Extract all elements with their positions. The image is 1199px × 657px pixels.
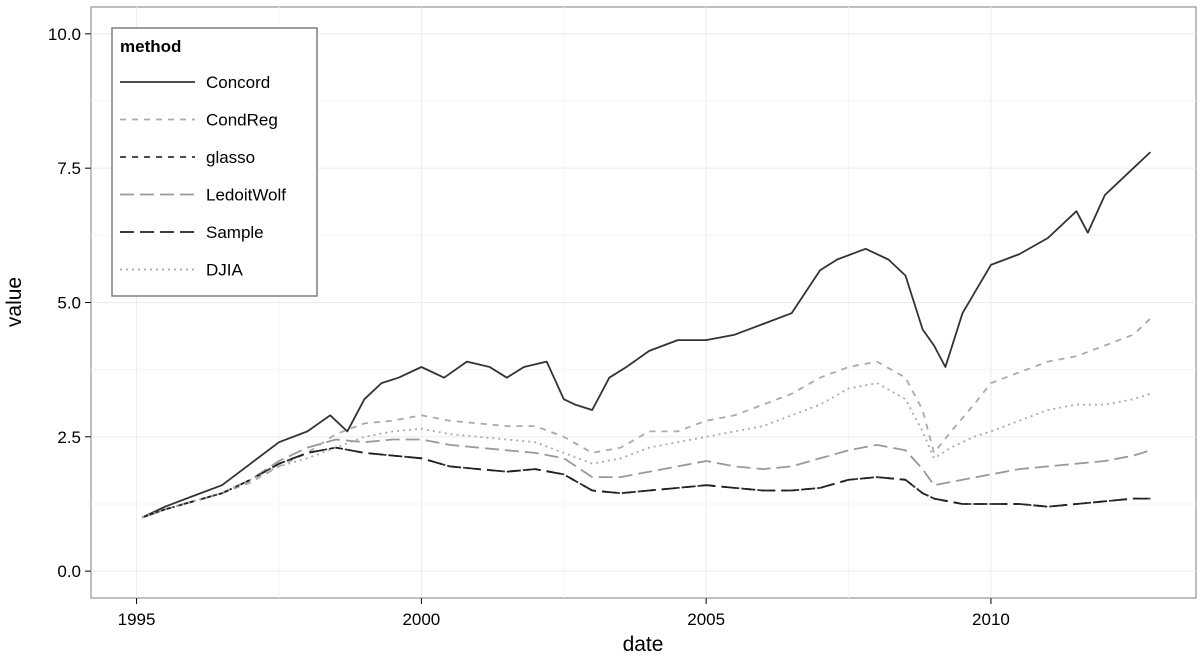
x-axis-title: date <box>623 633 664 656</box>
series-concord-line <box>141 151 1152 519</box>
legend-label-ledoitwolf: LedoitWolf <box>206 186 286 205</box>
legend-label-condreg: CondReg <box>206 111 278 130</box>
y-axis: 0.0 2.5 5.0 7.5 10.0 <box>48 25 91 581</box>
series-layer <box>141 151 1152 519</box>
x-axis: 1995 2000 2005 2010 <box>118 598 1010 629</box>
y-tick-label: 5.0 <box>57 294 81 313</box>
y-axis-title: value <box>3 277 26 327</box>
y-tick-label: 7.5 <box>57 159 81 178</box>
legend-label-glasso: glasso <box>206 148 255 167</box>
y-tick-label: 2.5 <box>57 428 81 447</box>
series-sample-line <box>142 446 1151 519</box>
legend-title: method <box>120 37 181 56</box>
x-tick-label: 2000 <box>402 610 440 629</box>
y-tick-label: 10.0 <box>48 25 81 44</box>
series-djia-line <box>142 382 1151 519</box>
series-ledoitwolf-line <box>142 438 1151 519</box>
y-tick-label: 0.0 <box>57 562 81 581</box>
x-tick-label: 2005 <box>687 610 725 629</box>
series-condreg-line <box>142 317 1152 519</box>
legend-label-sample: Sample <box>206 223 264 242</box>
x-tick-label: 1995 <box>118 610 156 629</box>
legend-label-concord: Concord <box>206 73 270 92</box>
x-tick-label: 2010 <box>972 610 1010 629</box>
legend: method Concord CondReg glasso LedoitWolf Sam… <box>111 27 318 297</box>
legend-label-djia: DJIA <box>206 261 244 280</box>
legend-box <box>111 27 318 297</box>
